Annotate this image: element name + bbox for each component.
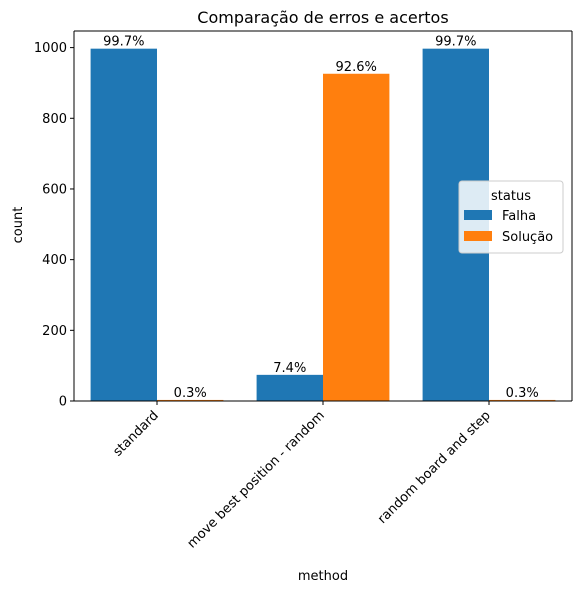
y-tick-label: 400 xyxy=(42,253,67,268)
legend-swatch xyxy=(464,231,492,241)
data-label: 92.6% xyxy=(336,60,377,75)
x-tick-label: move best position - random xyxy=(185,408,328,551)
legend-entry: Solução xyxy=(502,230,553,245)
chart-title: Comparação de erros e acertos xyxy=(197,8,448,27)
bar-solucao-1 xyxy=(323,73,390,401)
y-tick-label: 1000 xyxy=(34,41,67,56)
x-tick-label: random board and step xyxy=(375,408,494,527)
x-axis-label: method xyxy=(298,569,348,584)
data-label: 99.7% xyxy=(435,35,476,50)
legend-swatch xyxy=(464,210,492,220)
y-tick-label: 200 xyxy=(42,324,67,339)
y-tick-label: 0 xyxy=(59,395,67,410)
bar-falha-1 xyxy=(256,374,323,401)
data-label: 0.3% xyxy=(174,386,207,401)
bar-solucao-0 xyxy=(157,399,224,401)
data-label: 7.4% xyxy=(273,361,306,376)
y-axis-label: count xyxy=(11,207,26,244)
x-tick-label: standard xyxy=(110,408,161,459)
legend-entry: Falha xyxy=(502,209,536,224)
data-label: 99.7% xyxy=(103,35,144,50)
legend: status Falha Solução xyxy=(458,180,564,254)
plot-area: 99.7% 7.4% 99.7% 0.3% 92.6% 0.3% 0 200 400 600 800… xyxy=(34,30,573,551)
y-tick-label: 800 xyxy=(42,112,67,127)
data-label: 0.3% xyxy=(506,386,539,401)
legend-title: status xyxy=(491,189,531,204)
bar-falha-0 xyxy=(90,48,157,402)
bar-solucao-2 xyxy=(489,399,556,401)
y-tick-label: 600 xyxy=(42,182,67,197)
